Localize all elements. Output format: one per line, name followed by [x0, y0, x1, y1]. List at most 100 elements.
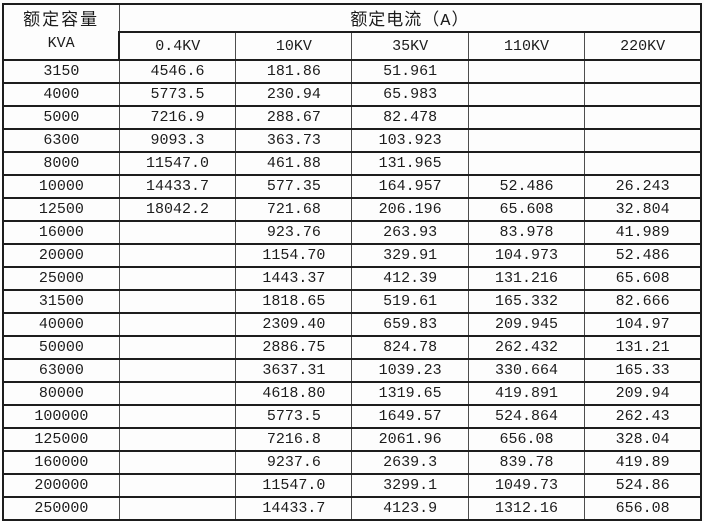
table-row: 10000 14433.7 577.35 164.957 52.486 26.243	[1, 174, 703, 199]
current-value-cell	[584, 59, 703, 84]
current-value-cell: 1312.16	[467, 496, 586, 521]
kva-capacity-cell: 10000	[1, 174, 120, 199]
current-value-cell: 230.94	[235, 82, 353, 107]
kva-capacity-cell: 50000	[1, 335, 120, 360]
table-row: 40000 2309.40 659.83 209.945 104.97	[1, 312, 703, 337]
current-value-cell: 923.76	[235, 220, 353, 245]
current-value-cell: 577.35	[235, 174, 353, 199]
current-value-cell: 659.83	[351, 312, 469, 337]
table-row: 8000 11547.0 461.88 131.965	[1, 151, 703, 176]
current-value-cell: 329.91	[351, 243, 469, 268]
current-value-cell: 1049.73	[467, 473, 586, 498]
kva-capacity-cell: 12500	[1, 197, 120, 222]
current-value-cell: 14433.7	[235, 496, 353, 521]
kva-capacity-cell: 5000	[1, 105, 120, 130]
current-value-cell: 524.86	[584, 473, 703, 498]
header-row-top: 额定容量 KVA 额定电流（A）	[1, 3, 702, 61]
current-value-cell	[118, 381, 237, 406]
current-value-cell: 263.93	[351, 220, 469, 245]
current-value-cell: 419.89	[584, 450, 703, 475]
current-value-cell	[118, 335, 237, 360]
current-value-cell: 165.33	[584, 358, 703, 383]
table-row: 160000 9237.6 2639.3 839.78 419.89	[1, 450, 703, 475]
table-row: 80000 4618.80 1319.65 419.891 209.94	[1, 381, 703, 406]
current-value-cell: 4618.80	[235, 381, 353, 406]
table-row: 200000 11547.0 3299.1 1049.73 524.86	[1, 473, 703, 498]
table-row: 25000 1443.37 412.39 131.216 65.608	[1, 266, 703, 291]
table-row: 250000 14433.7 4123.9 1312.16 656.08	[1, 496, 703, 521]
current-value-cell: 328.04	[584, 427, 703, 452]
current-value-cell: 1039.23	[351, 358, 469, 383]
table-row: 5000 7216.9 288.67 82.478	[1, 105, 703, 130]
current-value-cell: 65.608	[467, 197, 586, 222]
current-value-cell	[118, 243, 237, 268]
rated-capacity-header-cell: 额定容量 KVA	[1, 3, 120, 61]
current-value-cell: 1319.65	[351, 381, 469, 406]
current-value-cell: 2309.40	[235, 312, 353, 337]
current-value-cell: 2061.96	[351, 427, 469, 452]
current-value-cell: 9093.3	[118, 128, 237, 153]
table-row: 125000 7216.8 2061.96 656.08 328.04	[1, 427, 703, 452]
current-value-cell: 2886.75	[235, 335, 353, 360]
voltage-header-220kv: 220KV	[584, 31, 703, 61]
rated-capacity-label: 额定容量	[23, 11, 100, 31]
current-value-cell	[118, 289, 237, 314]
kva-capacity-cell: 40000	[1, 312, 120, 337]
current-value-cell: 52.486	[467, 174, 586, 199]
current-value-cell	[118, 220, 237, 245]
current-value-cell: 51.961	[351, 59, 469, 84]
current-value-cell	[584, 82, 703, 107]
current-value-cell: 41.989	[584, 220, 703, 245]
table-row: 3150 4546.6 181.86 51.961	[1, 59, 703, 84]
current-value-cell: 839.78	[467, 450, 586, 475]
current-value-cell: 4123.9	[351, 496, 469, 521]
current-value-cell: 131.21	[584, 335, 703, 360]
current-value-cell	[118, 404, 237, 429]
kva-capacity-cell: 31500	[1, 289, 120, 314]
kva-capacity-cell: 3150	[1, 59, 120, 84]
current-value-cell: 7216.9	[118, 105, 237, 130]
current-value-cell: 164.957	[351, 174, 469, 199]
kva-unit-label: KVA	[47, 35, 75, 53]
kva-capacity-cell: 200000	[1, 473, 120, 498]
current-value-cell: 9237.6	[235, 450, 353, 475]
kva-capacity-cell: 4000	[1, 82, 120, 107]
current-value-cell: 262.432	[467, 335, 586, 360]
current-value-cell: 419.891	[467, 381, 586, 406]
current-value-cell: 824.78	[351, 335, 469, 360]
current-value-cell: 363.73	[235, 128, 353, 153]
current-value-cell: 330.664	[467, 358, 586, 383]
current-value-cell: 721.68	[235, 197, 353, 222]
current-value-cell	[118, 496, 237, 521]
current-value-cell: 14433.7	[118, 174, 237, 199]
current-value-cell	[584, 128, 703, 153]
kva-capacity-cell: 80000	[1, 381, 120, 406]
current-value-cell: 32.804	[584, 197, 703, 222]
kva-capacity-cell: 8000	[1, 151, 120, 176]
current-value-cell: 7216.8	[235, 427, 353, 452]
current-value-cell: 3637.31	[235, 358, 353, 383]
current-value-cell: 11547.0	[118, 151, 237, 176]
table-row: 16000 923.76 263.93 83.978 41.989	[1, 220, 703, 245]
header-row-voltages: 0.4KV 10KV 35KV 110KV 220KV	[3, 31, 703, 61]
current-value-cell	[118, 266, 237, 291]
current-value-cell: 4546.6	[118, 59, 237, 84]
current-value-cell: 104.97	[584, 312, 703, 337]
kva-capacity-cell: 100000	[1, 404, 120, 429]
current-value-cell: 262.43	[584, 404, 703, 429]
current-value-cell: 461.88	[235, 151, 353, 176]
kva-capacity-cell: 63000	[1, 358, 120, 383]
current-value-cell: 519.61	[351, 289, 469, 314]
table-row: 20000 1154.70 329.91 104.973 52.486	[1, 243, 703, 268]
current-value-cell	[584, 151, 703, 176]
current-value-cell: 18042.2	[118, 197, 237, 222]
table-row: 100000 5773.5 1649.57 524.864 262.43	[1, 404, 703, 429]
current-value-cell: 104.973	[467, 243, 586, 268]
current-value-cell: 165.332	[467, 289, 586, 314]
current-value-cell: 288.67	[235, 105, 353, 130]
current-value-cell	[118, 473, 237, 498]
voltage-header-0.4kv: 0.4KV	[118, 31, 237, 61]
current-value-cell: 26.243	[584, 174, 703, 199]
current-value-cell	[467, 128, 586, 153]
current-value-cell: 65.608	[584, 266, 703, 291]
